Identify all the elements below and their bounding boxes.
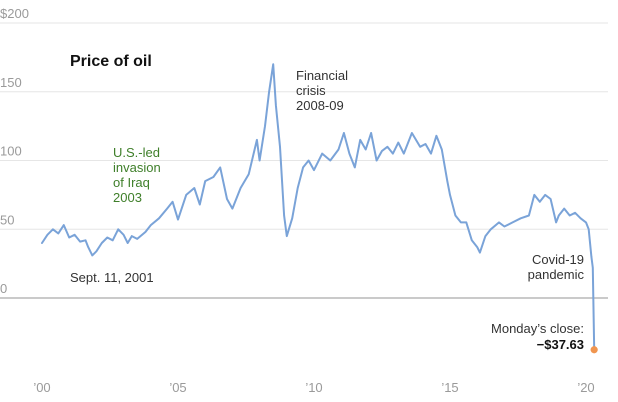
gridlines (0, 22, 608, 299)
annotation-financial-crisis: Financial crisis 2008-09 (296, 68, 348, 113)
annotation-covid-line-2: pandemic (528, 267, 585, 282)
x-tick-label: ’15 (441, 380, 458, 395)
annotation-iraq-line-2: invasion (113, 160, 161, 175)
oil-price-line (41, 63, 596, 351)
annotation-close-value: −$37.63 (537, 337, 584, 352)
annotation-iraq-line-4: 2003 (113, 190, 142, 205)
y-axis-ticks: $200 150 100 50 0 (0, 6, 29, 296)
annotation-iraq-line-3: of Iraq (113, 175, 150, 190)
y-tick-label: 150 (0, 75, 22, 90)
chart-title: Price of oil (70, 53, 152, 70)
annotation-crisis-line-1: Financial (296, 68, 348, 83)
annotation-close-label: Monday’s close: (491, 321, 584, 336)
annotation-sept-11: Sept. 11, 2001 (70, 270, 154, 285)
annotation-iraq-invasion: U.S.-led invasion of Iraq 2003 (113, 145, 161, 205)
x-tick-label: ’10 (305, 380, 322, 395)
annotation-covid: Covid-19 pandemic (528, 252, 585, 282)
y-tick-label: $200 (0, 6, 29, 21)
x-tick-label: ’00 (33, 380, 50, 395)
monday-close-point (590, 346, 598, 354)
annotation-monday-close: Monday’s close: −$37.63 (491, 321, 584, 352)
y-tick-label: 0 (0, 281, 7, 296)
y-tick-label: 100 (0, 144, 22, 159)
x-tick-label: ’05 (169, 380, 186, 395)
annotation-crisis-line-3: 2008-09 (296, 98, 344, 113)
x-tick-label: ’20 (577, 380, 594, 395)
y-tick-label: 50 (0, 212, 14, 227)
annotation-covid-line-1: Covid-19 (532, 252, 584, 267)
series-layer (41, 63, 598, 354)
annotation-crisis-line-2: crisis (296, 83, 326, 98)
annotation-iraq-line-1: U.S.-led (113, 145, 160, 160)
x-axis-ticks: ’00 ’05 ’10 ’15 ’20 (33, 380, 594, 395)
